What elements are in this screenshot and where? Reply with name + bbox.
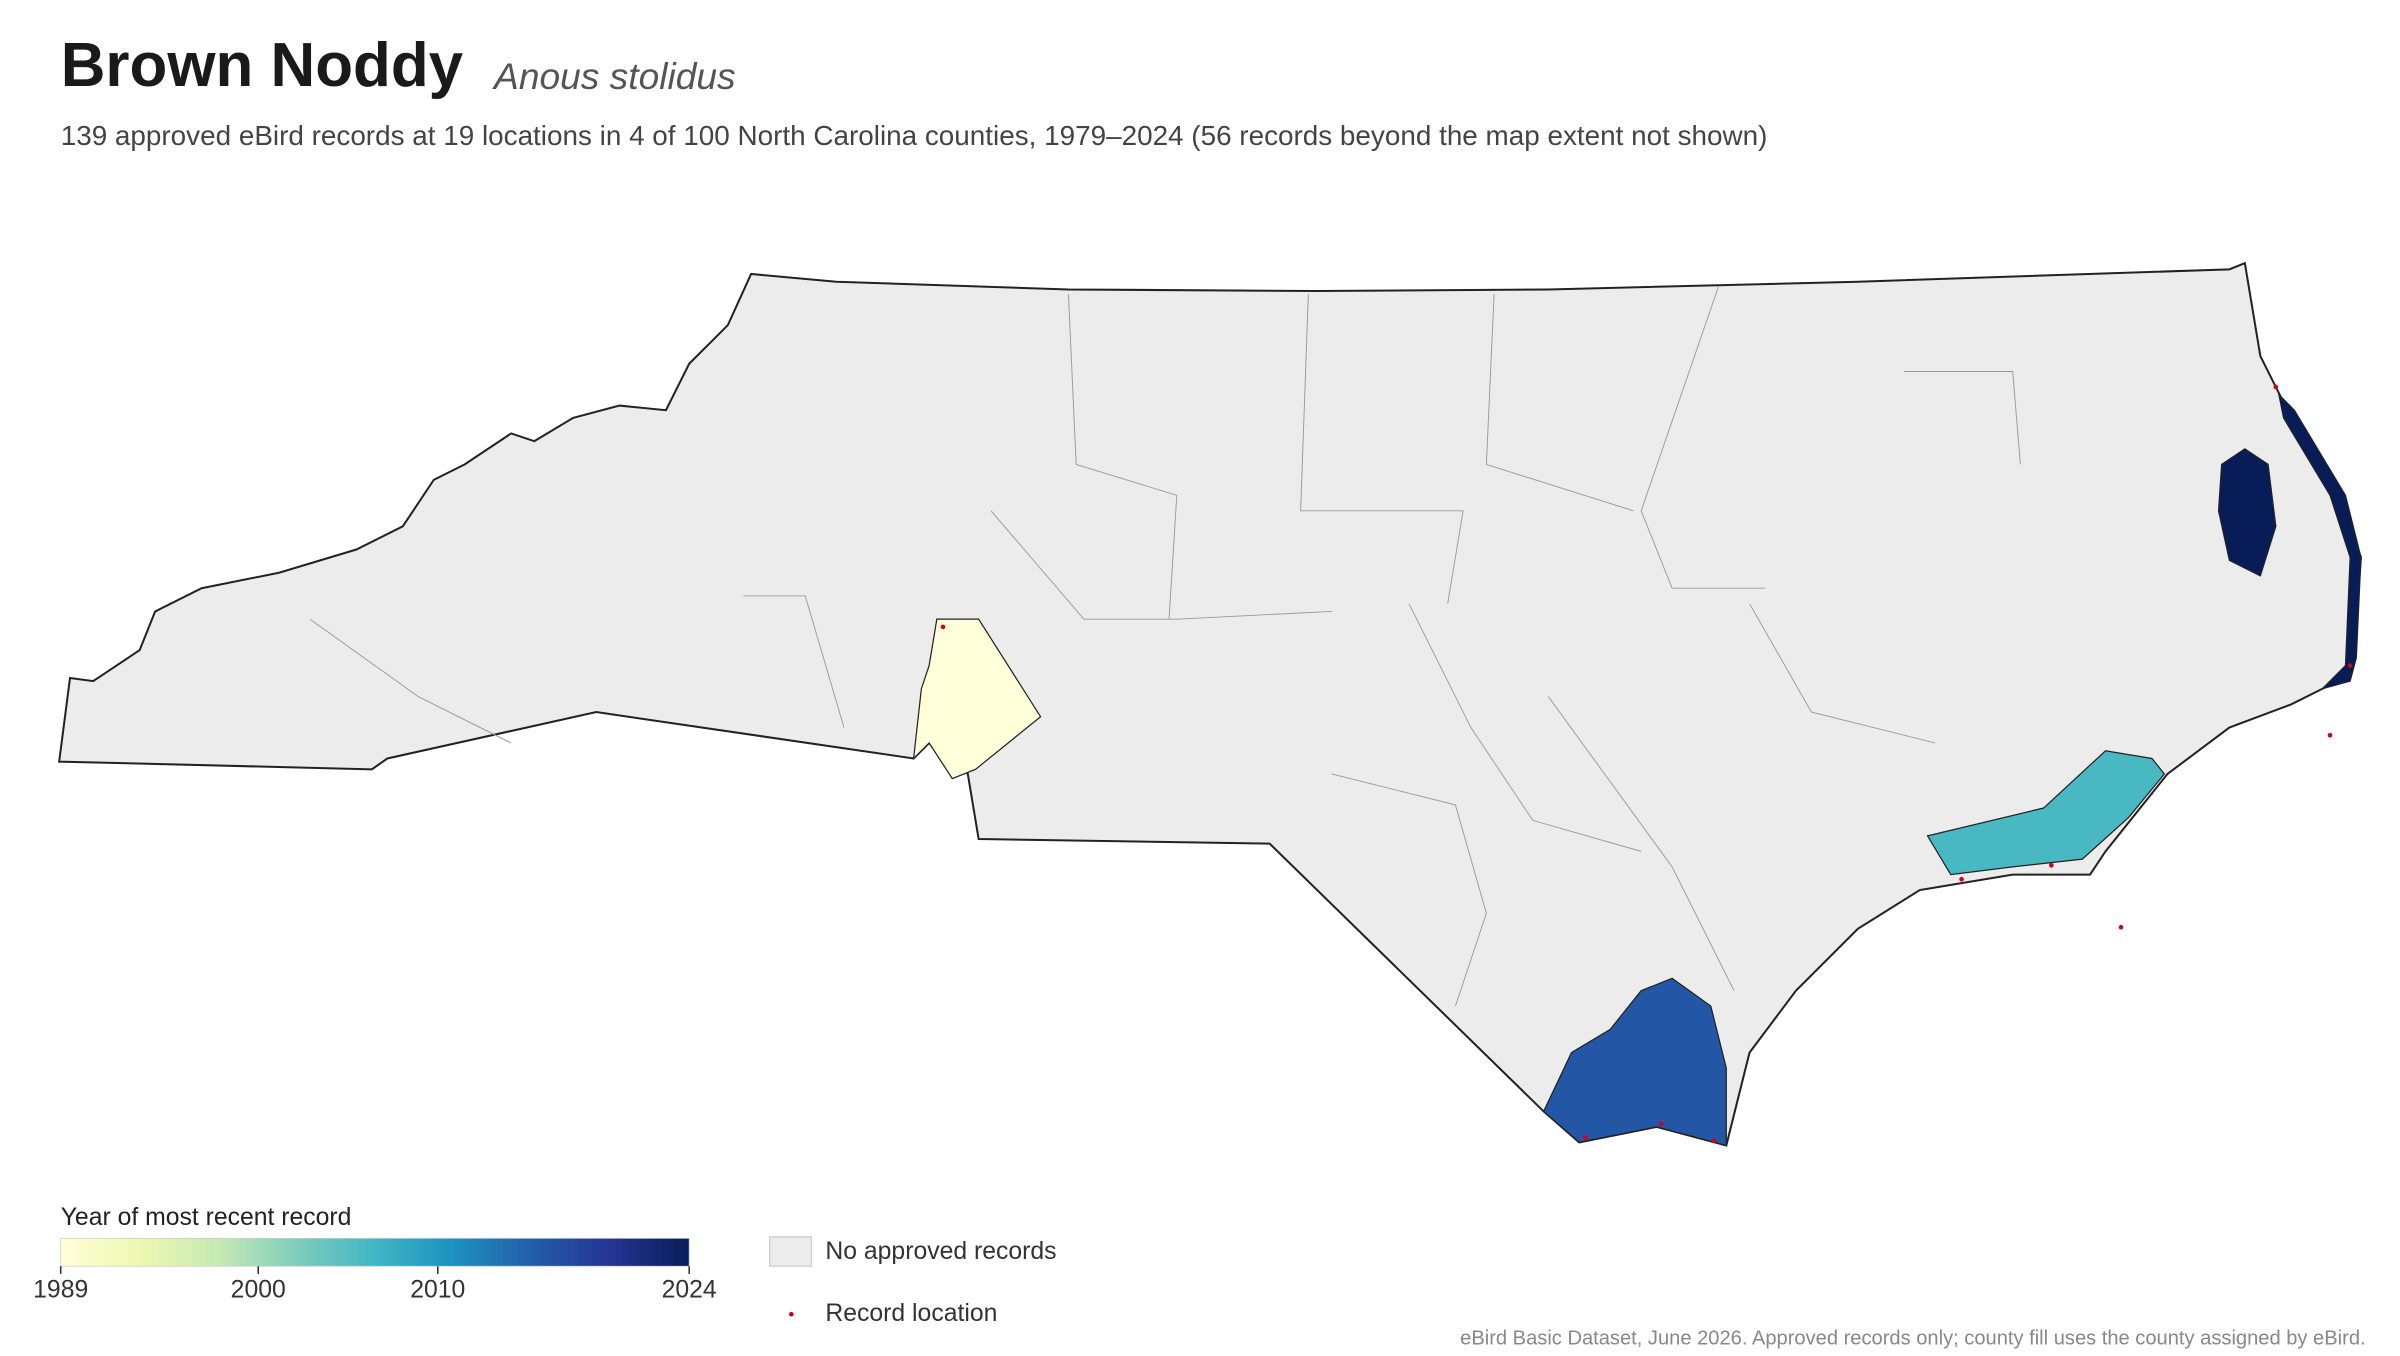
county [2217, 392, 2362, 691]
colorbar-tick-label: 2000 [231, 1277, 286, 1304]
legend-label: Record location [825, 1300, 997, 1327]
subtitle: 139 approved eBird records at 19 locatio… [61, 120, 1768, 151]
state-outline [58, 261, 2362, 1147]
county [1542, 977, 1727, 1147]
legend-marker [789, 1311, 794, 1317]
county [912, 618, 1042, 780]
colorbar-title: Year of most recent record [61, 1204, 352, 1231]
legend-swatch [769, 1236, 813, 1267]
colorbar [60, 1237, 690, 1267]
county [1926, 750, 2166, 876]
legend-label: No approved records [825, 1238, 1056, 1265]
scientific-name: Anous stolidus [492, 55, 736, 97]
county-lines [309, 286, 2021, 1007]
colorbar-tick-label: 2024 [662, 1277, 717, 1304]
record-locations [940, 384, 2353, 1144]
state-map [58, 261, 2362, 1147]
colorbar-tick-label: 2010 [410, 1277, 465, 1304]
source-note: eBird Basic Dataset, June 2026. Approved… [1460, 1327, 2365, 1349]
colorbar-ticks: 1989 2000 2010 2024 [33, 1266, 717, 1304]
highlighted-counties [912, 392, 2362, 1147]
colorbar-tick-label: 1989 [33, 1277, 88, 1304]
title: Brown Noddy [61, 31, 464, 100]
